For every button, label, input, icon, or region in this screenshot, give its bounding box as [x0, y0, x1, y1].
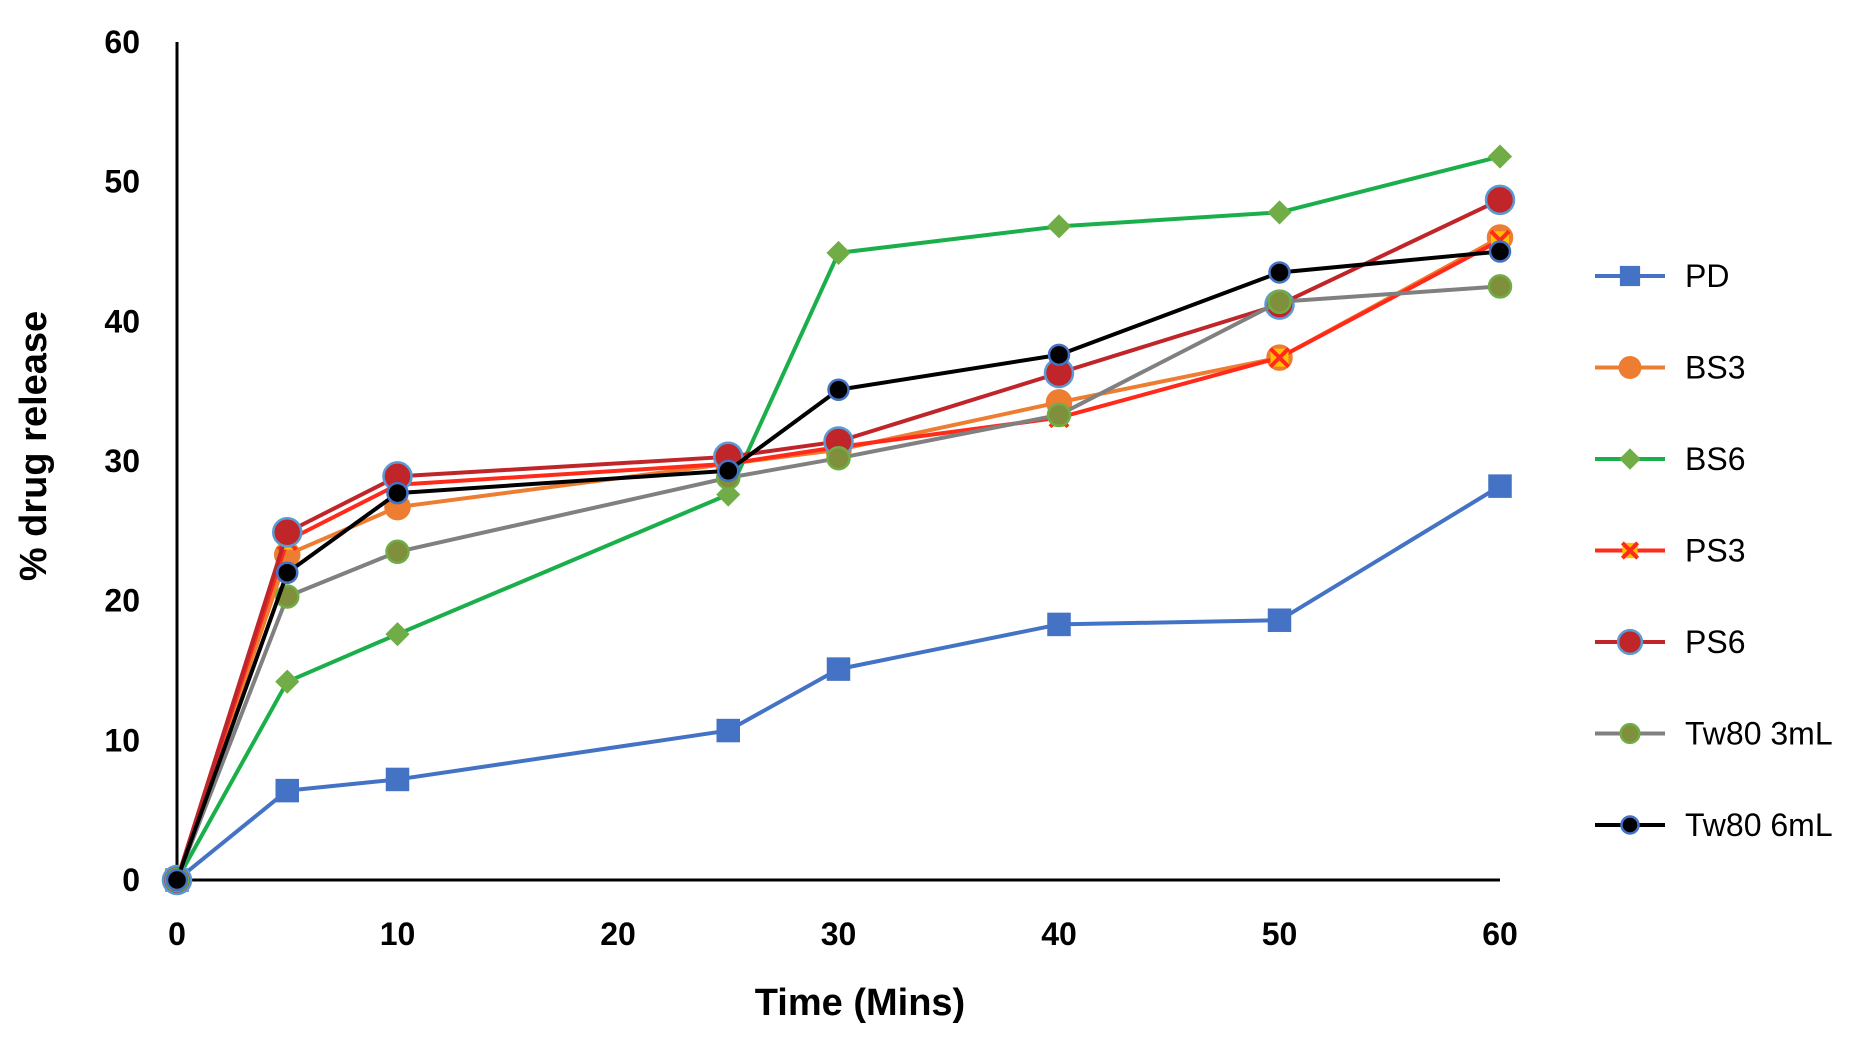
legend-item-tw80-3ml: Tw80 3mL — [1595, 716, 1833, 752]
legend: PD BS3 BS6 PS3 PS6 Tw80 3mL Tw80 6mL — [1595, 258, 1833, 843]
series-line-ps6 — [175, 198, 1501, 881]
series-tw80-6ml — [165, 240, 1512, 892]
y-tick-label: 20 — [104, 583, 140, 619]
legend-marker — [1618, 356, 1642, 379]
data-point-bs6 — [716, 482, 741, 507]
series-tw80-3ml — [164, 274, 1513, 893]
y-tick-label: 60 — [104, 24, 140, 60]
series-line-tw80-3ml — [175, 284, 1501, 881]
series-line-pd — [175, 484, 1502, 882]
series-ps3 — [166, 229, 1511, 891]
series-line-tw80-6ml — [175, 249, 1501, 881]
data-point-pd — [826, 657, 851, 681]
series-line-ps3 — [175, 238, 1501, 881]
x-tick-label: 50 — [1262, 916, 1298, 952]
series-group — [161, 144, 1516, 896]
data-point-ps6 — [1484, 184, 1516, 216]
data-point-tw80-6ml — [717, 459, 740, 483]
y-tick-label: 10 — [104, 722, 140, 758]
legend-marker-cross — [1620, 541, 1640, 560]
data-point-pd — [1488, 474, 1512, 498]
legend-label: Tw80 6mL — [1685, 807, 1833, 843]
series-bs6 — [164, 144, 1513, 893]
x-tick-label: 0 — [168, 916, 186, 952]
x-tick-label: 30 — [821, 916, 857, 952]
legend-marker — [1620, 815, 1640, 835]
x-tick-label: 10 — [380, 916, 416, 952]
data-point-pd — [385, 767, 410, 792]
legend-marker — [1619, 722, 1641, 745]
legend-item-bs6: BS6 — [1595, 441, 1745, 477]
series-pd — [165, 474, 1512, 892]
tick-labels: 0 10 20 30 40 50 60 0 10 20 30 40 50 60 — [104, 24, 1517, 952]
legend-item-ps6: PS6 — [1595, 624, 1745, 660]
data-point-tw80-6ml — [1047, 343, 1071, 367]
data-point-tw80-3ml — [385, 539, 410, 565]
series-ps6 — [161, 184, 1516, 896]
y-tick-label: 30 — [104, 443, 140, 479]
data-point-pd — [1047, 612, 1071, 637]
data-point-pd — [716, 718, 740, 743]
data-point-ps6 — [272, 516, 303, 548]
axes — [175, 42, 1500, 882]
y-tick-label: 0 — [122, 862, 140, 898]
data-point-bs6 — [385, 622, 410, 647]
x-tick-label: 60 — [1482, 916, 1518, 952]
data-point-pd — [1267, 608, 1292, 632]
data-point-tw80-3ml — [1267, 289, 1292, 315]
data-point-bs6 — [1487, 144, 1513, 169]
x-tick-label: 20 — [600, 916, 636, 952]
x-axis-title: Time (Mins) — [755, 982, 965, 1024]
data-point-tw80-3ml — [1046, 402, 1072, 428]
data-point-tw80-6ml — [827, 378, 850, 402]
legend-label: Tw80 3mL — [1685, 716, 1833, 752]
legend-marker — [1619, 448, 1641, 470]
legend-marker — [1616, 628, 1644, 656]
data-point-tw80-3ml — [826, 445, 851, 471]
data-point-tw80-6ml — [165, 868, 189, 892]
data-point-bs6 — [1046, 214, 1072, 239]
legend-label: PD — [1685, 258, 1729, 294]
legend-label: BS6 — [1685, 441, 1745, 477]
data-point-bs6 — [275, 669, 300, 694]
data-point-tw80-6ml — [1268, 261, 1291, 284]
data-point-bs6 — [1267, 200, 1292, 225]
data-point-tw80-6ml — [386, 481, 409, 505]
data-point-bs6 — [826, 240, 851, 265]
legend-label: PS3 — [1685, 533, 1745, 569]
data-point-tw80-3ml — [1487, 274, 1513, 299]
x-tick-label: 40 — [1041, 916, 1077, 952]
data-point-pd — [275, 778, 299, 803]
legend-marker — [1619, 265, 1641, 287]
legend-item-bs3: BS3 — [1595, 350, 1745, 386]
y-tick-label: 40 — [104, 303, 140, 339]
legend-item-tw80-6ml: Tw80 6mL — [1595, 807, 1833, 843]
y-tick-label: 50 — [104, 164, 140, 200]
series-bs3 — [163, 224, 1514, 894]
legend-item-pd: PD — [1595, 258, 1729, 294]
legend-item-ps3: PS3 — [1595, 533, 1745, 569]
data-point-tw80-6ml — [276, 561, 299, 584]
data-point-ps3-cross — [1269, 347, 1290, 369]
legend-label: PS6 — [1685, 624, 1745, 660]
data-point-tw80-6ml — [1488, 240, 1512, 263]
legend-label: BS3 — [1685, 350, 1745, 386]
y-axis-title: % drug release — [13, 311, 55, 581]
series-line-bs6 — [175, 154, 1501, 881]
